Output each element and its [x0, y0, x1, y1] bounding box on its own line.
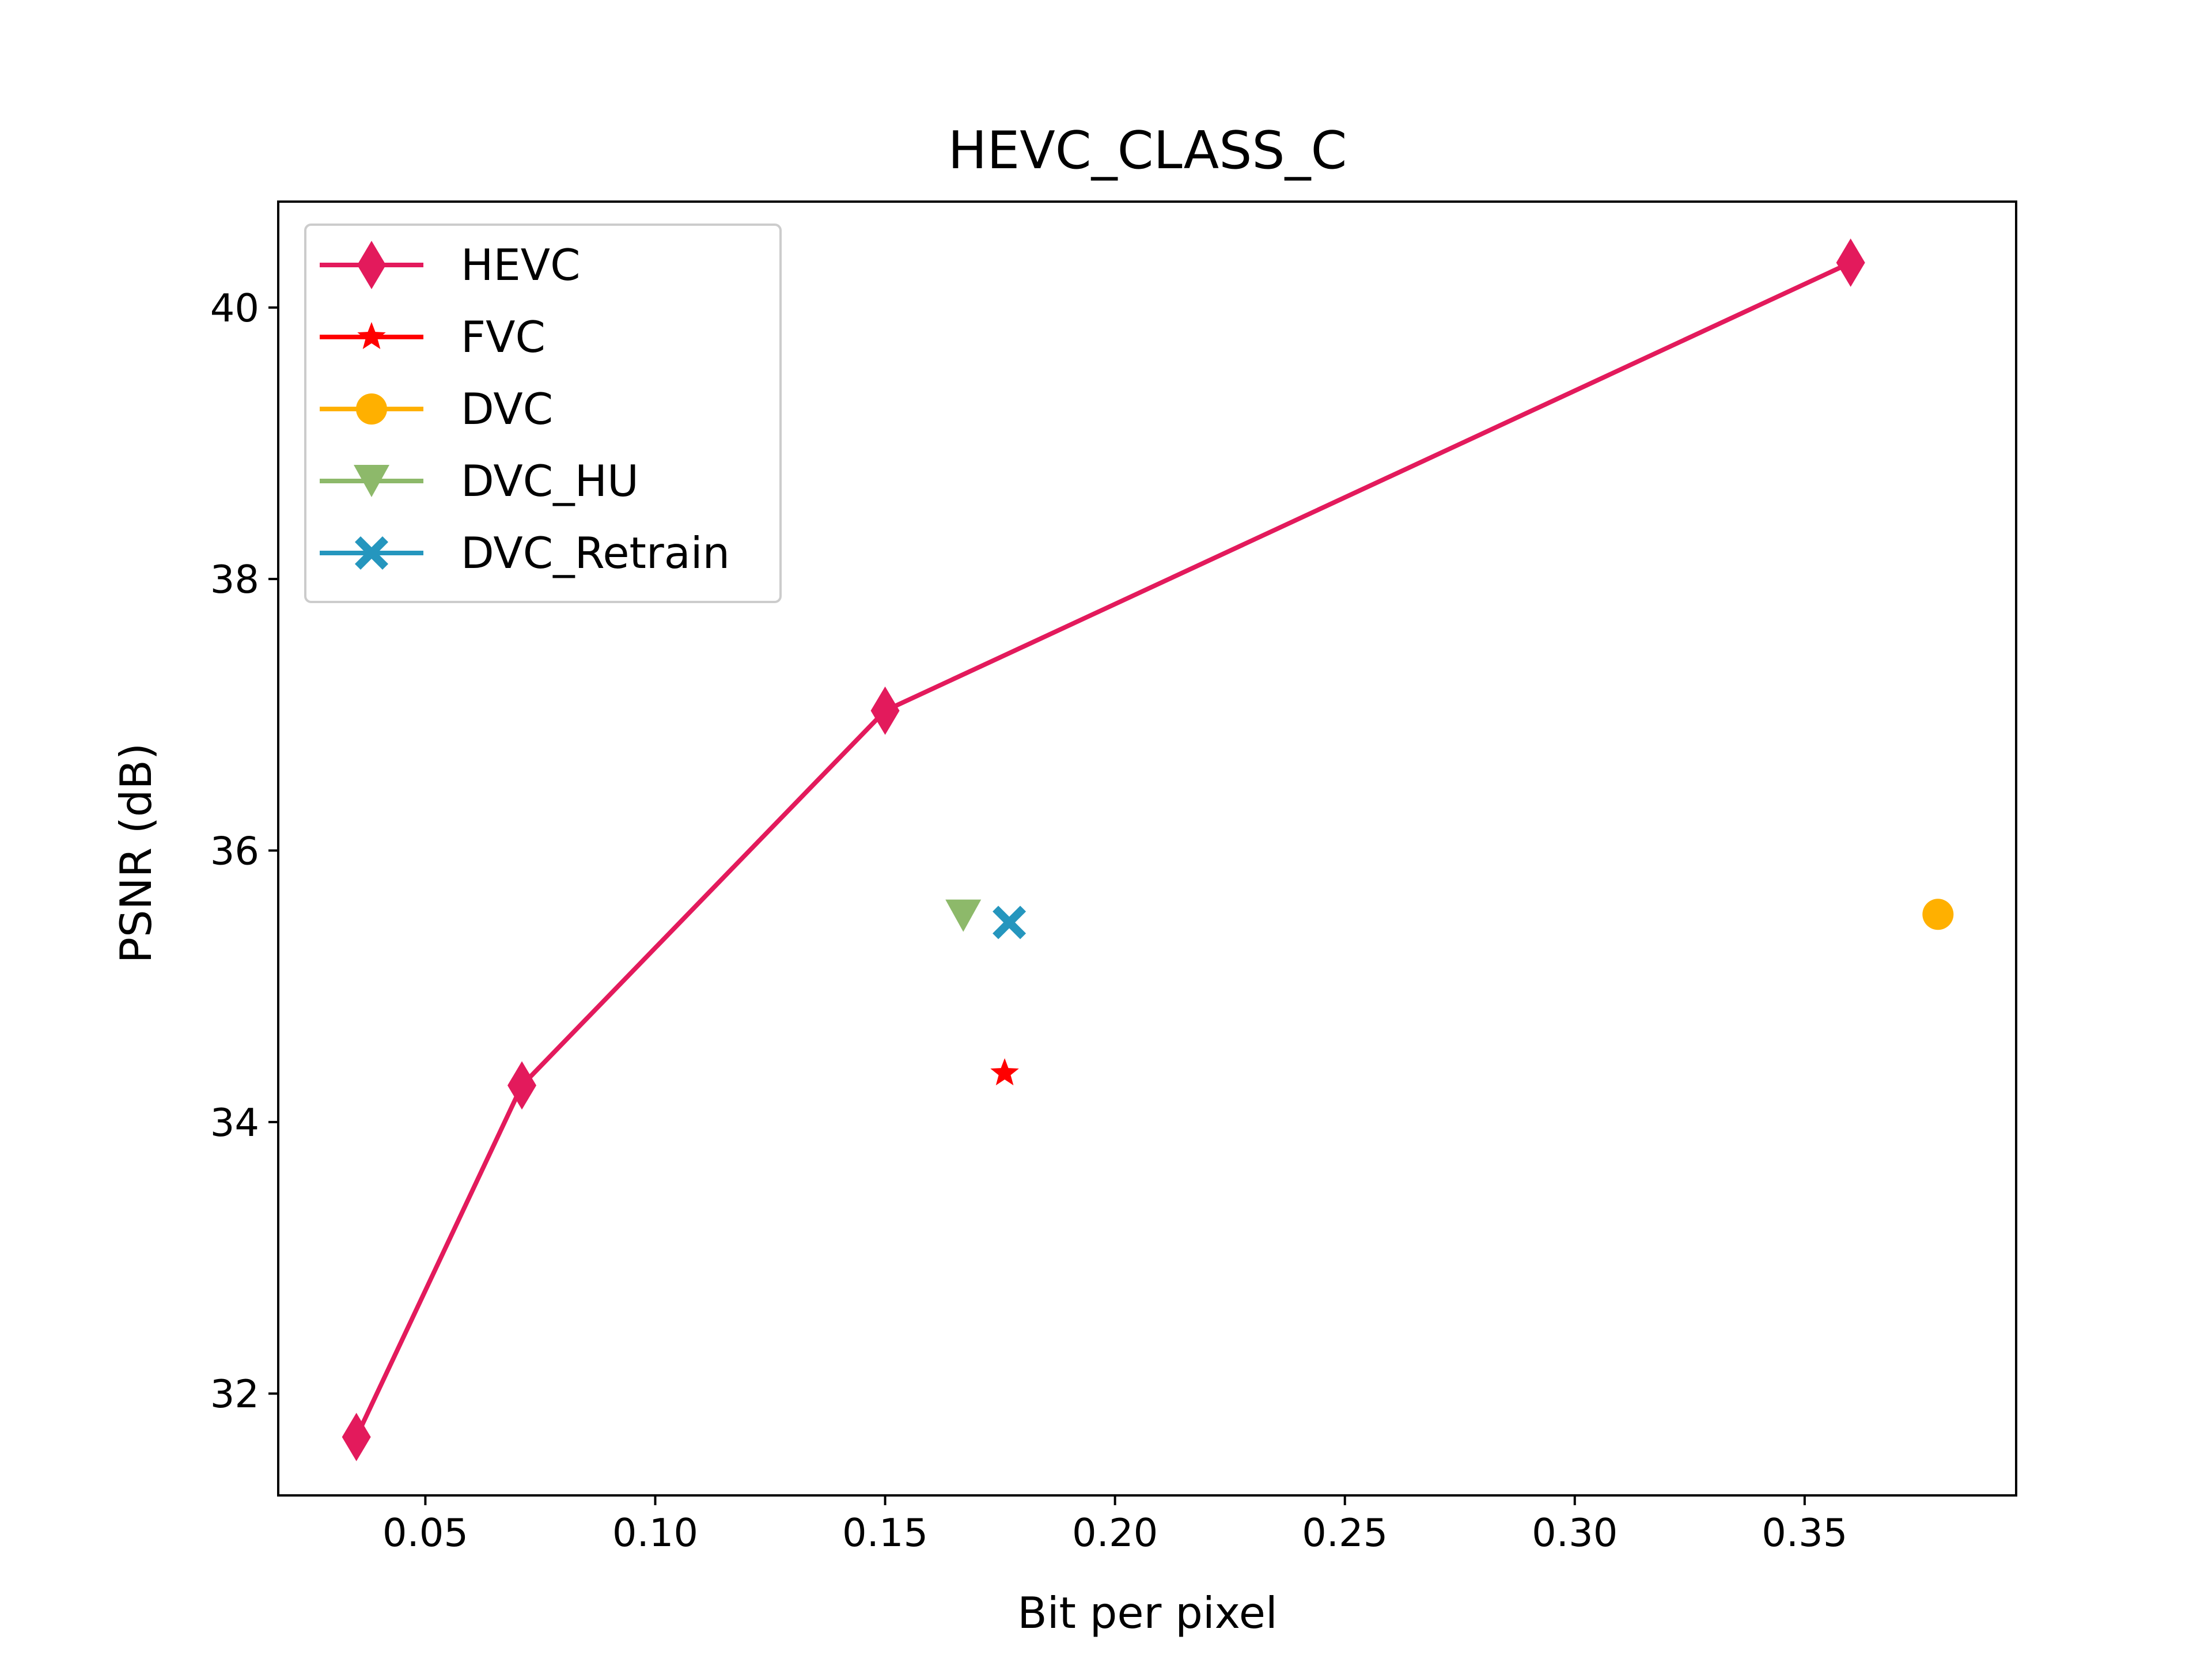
legend-item: DVC	[320, 384, 553, 434]
data-point	[990, 1058, 1019, 1086]
x-tick-label: 0.15	[842, 1510, 928, 1555]
legend-item: DVC_Retrain	[320, 528, 730, 578]
plot-area	[342, 238, 1954, 1461]
x-axis-label: Bit per pixel	[1017, 1588, 1277, 1638]
legend-marker	[356, 393, 387, 425]
y-tick-label: 36	[210, 829, 259, 874]
y-axis-label: PSNR (dB)	[111, 743, 161, 963]
series-hevc	[342, 238, 1865, 1461]
data-point	[507, 1061, 537, 1110]
legend-marker	[355, 536, 388, 570]
x-axis: 0.05 0.10 0.15 0.20 0.25 0.30 0.35	[382, 1495, 1847, 1555]
data-point	[1922, 899, 1954, 930]
plot-frame	[277, 200, 2017, 1497]
series-line	[354, 260, 1852, 1438]
chart-title: HEVC_CLASS_C	[948, 120, 1347, 181]
legend: HEVC FVC DVC DVC_HU DVC_Retrain	[304, 224, 782, 603]
x-tick-label: 0.05	[382, 1510, 468, 1555]
data-point	[870, 686, 900, 735]
legend-item: HEVC	[320, 240, 580, 290]
legend-marker	[354, 465, 389, 497]
legend-label: FVC	[461, 312, 546, 362]
legend-label: DVC_HU	[461, 456, 639, 506]
x-tick-label: 0.10	[612, 1510, 698, 1555]
y-tick-label: 38	[210, 557, 259, 602]
y-axis: 32 34 36 38 40	[210, 286, 278, 1416]
legend-label: DVC_Retrain	[461, 528, 730, 578]
x-tick-label: 0.35	[1762, 1510, 1847, 1555]
data-point	[945, 899, 982, 932]
legend-box	[304, 224, 782, 603]
y-tick-label: 32	[210, 1372, 259, 1416]
y-tick-label: 40	[210, 286, 259, 331]
legend-marker	[357, 322, 386, 349]
series-dvc	[1922, 899, 1954, 930]
y-tick-label: 34	[210, 1100, 259, 1145]
data-point	[342, 1412, 371, 1461]
series-dvc-hu	[945, 899, 982, 932]
legend-marker	[357, 241, 386, 289]
legend-item: DVC_HU	[320, 456, 639, 506]
legend-label: DVC	[461, 384, 553, 434]
x-tick-label: 0.30	[1532, 1510, 1618, 1555]
x-tick-label: 0.25	[1302, 1510, 1388, 1555]
x-tick-label: 0.20	[1072, 1510, 1158, 1555]
data-point	[993, 906, 1027, 940]
series-dvc-retrain	[993, 906, 1027, 940]
legend-item: FVC	[320, 312, 546, 362]
series-fvc	[990, 1058, 1019, 1086]
data-point	[1836, 238, 1865, 287]
legend-label: HEVC	[461, 240, 580, 290]
